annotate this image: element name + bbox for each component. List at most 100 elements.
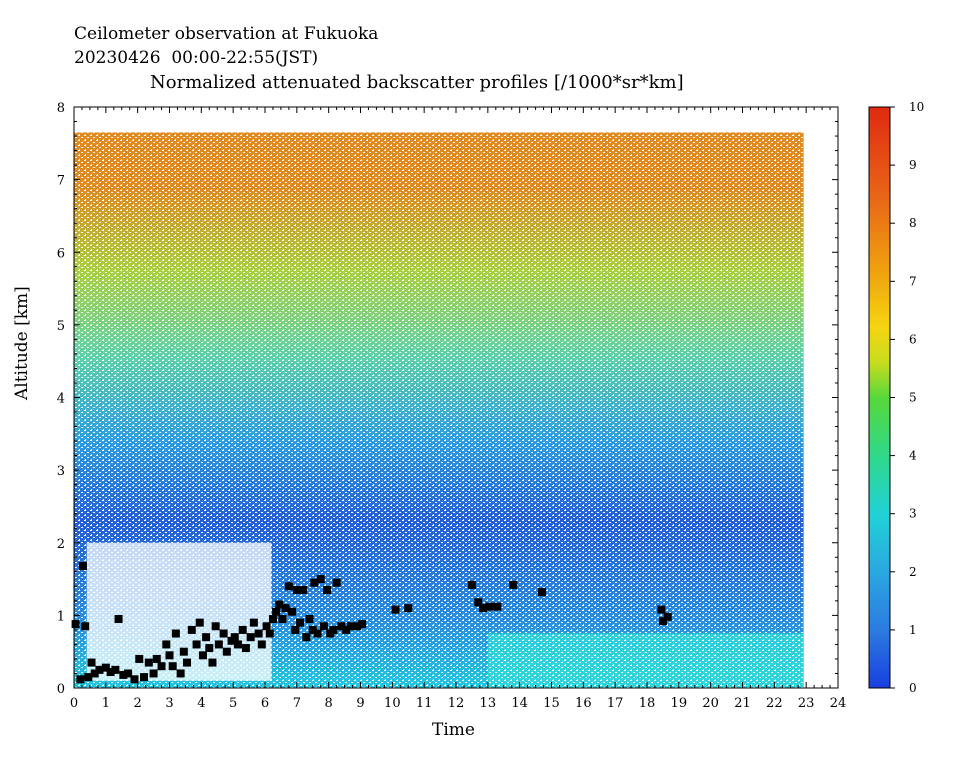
marker-point-85: [537, 588, 546, 597]
marker-point-68: [323, 585, 332, 594]
y-tick-label-0: 0: [57, 682, 65, 697]
marker-point-19: [152, 654, 161, 663]
marker-point-30: [195, 618, 204, 627]
marker-point-21: [162, 640, 171, 649]
colorbar-tick-label-3: 3: [909, 507, 917, 521]
marker-point-71: [332, 578, 341, 587]
marker-point-38: [222, 647, 231, 656]
x-tick-label-0: 0: [70, 696, 78, 711]
x-tick-label-3: 3: [165, 696, 173, 711]
marker-point-17: [144, 658, 153, 667]
x-tick-label-2: 2: [134, 696, 142, 711]
x-tick-label-23: 23: [798, 696, 815, 711]
chart-title-station: Ceilometer observation at Fukuoka: [74, 24, 379, 44]
colorbar-tick-label-10: 10: [909, 100, 924, 114]
colorbar-tick-label-4: 4: [909, 449, 917, 463]
chart-title-quantity: Normalized attenuated backscatter profil…: [150, 72, 684, 93]
marker-point-56: [288, 607, 297, 616]
marker-point-42: [238, 625, 247, 634]
marker-point-13: [124, 669, 133, 678]
marker-point-46: [254, 629, 263, 638]
marker-point-31: [198, 651, 207, 660]
marker-point-60: [299, 585, 308, 594]
y-tick-label-3: 3: [57, 464, 65, 479]
y-tick-label-4: 4: [57, 392, 65, 407]
marker-point-27: [183, 658, 192, 667]
marker-point-7: [95, 665, 104, 674]
marker-point-10: [111, 665, 120, 674]
colorbar-tick-label-0: 0: [909, 681, 917, 695]
marker-point-25: [176, 669, 185, 678]
marker-point-3: [81, 622, 90, 631]
marker-point-37: [219, 629, 228, 638]
x-tick-label-4: 4: [197, 696, 205, 711]
marker-point-26: [179, 647, 188, 656]
marker-point-74: [346, 622, 355, 631]
marker-point-54: [281, 604, 290, 613]
marker-point-16: [140, 673, 149, 682]
marker-point-49: [265, 629, 274, 638]
marker-point-34: [208, 658, 217, 667]
marker-point-83: [493, 602, 502, 611]
marker-point-24: [171, 629, 180, 638]
marker-point-79: [467, 580, 476, 589]
y-tick-label-5: 5: [57, 319, 65, 334]
x-tick-label-22: 22: [766, 696, 783, 711]
marker-point-53: [278, 615, 287, 624]
y-tick-label-8: 8: [57, 101, 65, 116]
marker-point-88: [663, 612, 672, 621]
x-tick-label-14: 14: [511, 696, 528, 711]
marker-point-63: [308, 625, 317, 634]
marker-point-87: [658, 617, 667, 626]
marker-point-22: [165, 651, 174, 660]
x-tick-label-10: 10: [384, 696, 401, 711]
marker-point-77: [391, 605, 400, 614]
marker-point-50: [268, 615, 277, 624]
marker-point-51: [272, 607, 281, 616]
marker-point-14: [130, 675, 139, 684]
colorbar-tick-label-2: 2: [909, 565, 917, 579]
x-tick-label-24: 24: [830, 696, 847, 711]
marker-point-78: [404, 604, 413, 613]
x-tick-label-18: 18: [639, 696, 656, 711]
marker-point-29: [192, 640, 201, 649]
colorbar-tick-label-6: 6: [909, 332, 917, 346]
marker-point-12: [119, 670, 128, 679]
marker-point-28: [187, 625, 196, 634]
y-tick-label-1: 1: [57, 609, 65, 624]
x-tick-label-21: 21: [734, 696, 751, 711]
noise-speckle: [74, 132, 804, 688]
x-tick-label-19: 19: [671, 696, 688, 711]
marker-point-75: [353, 622, 362, 631]
x-tick-label-7: 7: [293, 696, 301, 711]
marker-point-1: [76, 675, 85, 684]
marker-point-59: [296, 618, 305, 627]
x-tick-label-5: 5: [229, 696, 237, 711]
marker-point-33: [205, 644, 214, 653]
x-tick-label-17: 17: [607, 696, 624, 711]
marker-point-70: [329, 625, 338, 634]
y-tick-label-2: 2: [57, 537, 65, 552]
marker-point-9: [106, 668, 115, 677]
x-tick-label-12: 12: [448, 696, 465, 711]
marker-point-5: [87, 658, 96, 667]
marker-point-23: [168, 662, 177, 671]
x-axis-title: Time: [432, 720, 475, 740]
colorbar-tick-label-1: 1: [909, 623, 917, 637]
marker-point-4: [84, 673, 93, 682]
marker-point-41: [233, 640, 242, 649]
y-axis-title: Altitude [km]: [12, 286, 32, 400]
marker-point-15: [135, 654, 144, 663]
marker-point-72: [337, 622, 346, 631]
marker-point-82: [485, 602, 494, 611]
marker-point-80: [474, 598, 483, 607]
x-tick-label-15: 15: [543, 696, 560, 711]
x-tick-label-9: 9: [356, 696, 364, 711]
marker-point-20: [157, 662, 166, 671]
marker-point-48: [262, 622, 271, 631]
x-tick-label-20: 20: [702, 696, 719, 711]
marker-point-58: [292, 585, 301, 594]
marker-point-64: [310, 578, 319, 587]
marker-point-81: [479, 604, 488, 613]
marker-point-36: [214, 640, 223, 649]
